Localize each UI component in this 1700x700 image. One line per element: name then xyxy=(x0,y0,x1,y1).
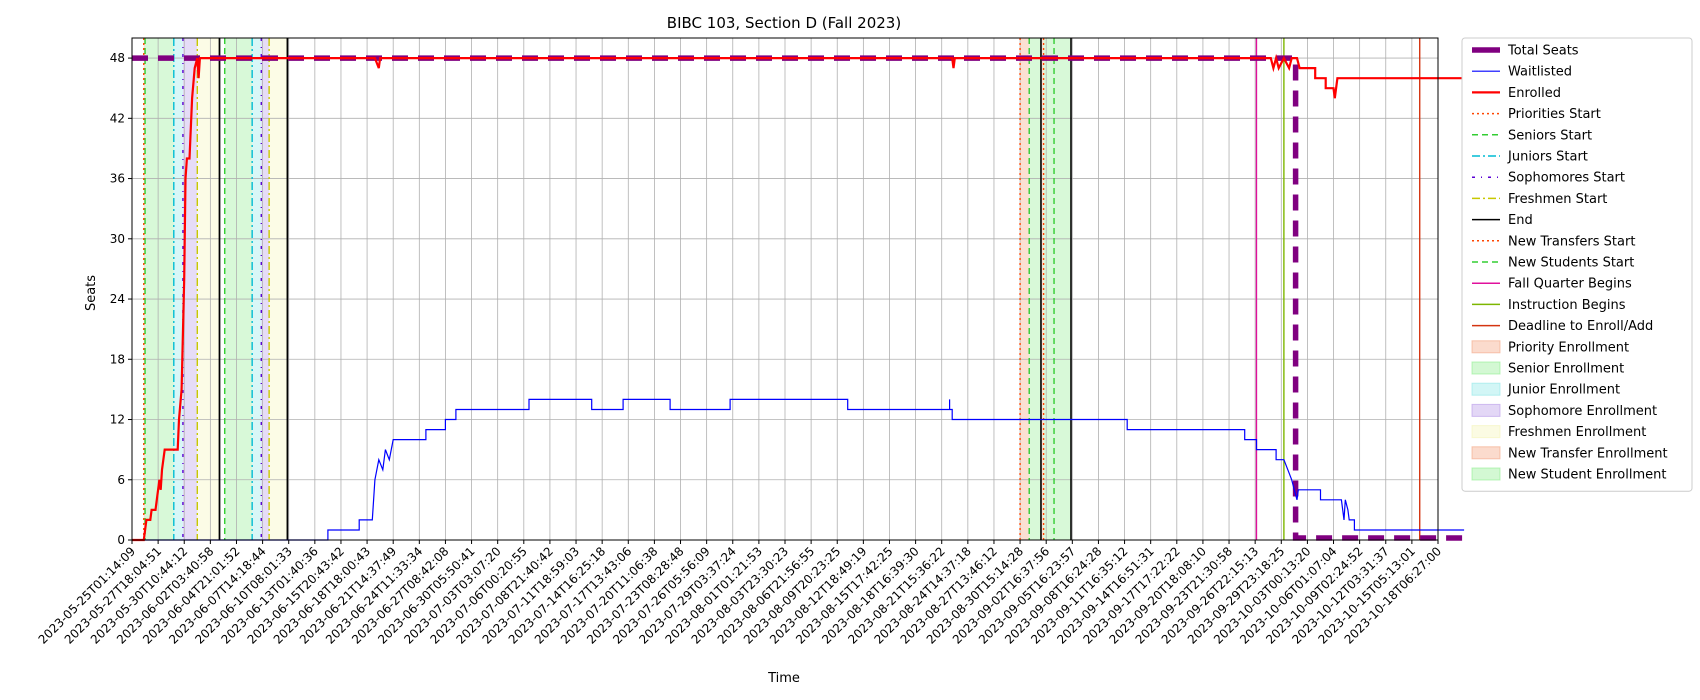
chart-title: BIBC 103, Section D (Fall 2023) xyxy=(667,14,901,32)
legend-swatch xyxy=(1471,446,1501,460)
legend-label: Instruction Begins xyxy=(1508,298,1626,313)
shade-0-1 xyxy=(1020,38,1030,540)
legend-label: Freshmen Enrollment xyxy=(1508,425,1646,440)
y-axis-label: Seats xyxy=(84,275,99,311)
series-line-1 xyxy=(132,398,1465,541)
shade-2-1 xyxy=(252,38,262,540)
shade-6-1 xyxy=(1043,38,1072,540)
legend-label: Fall Quarter Begins xyxy=(1508,277,1632,292)
legend-label: Senior Enrollment xyxy=(1508,362,1624,377)
legend-label: Enrolled xyxy=(1508,86,1561,101)
legend-label: Freshmen Start xyxy=(1508,192,1607,207)
x-axis-label: Time xyxy=(767,671,800,686)
legend-label: Seniors Start xyxy=(1508,128,1592,143)
y-tick-label: 24 xyxy=(110,292,125,306)
y-tick-label: 6 xyxy=(117,473,125,487)
shade-5-0 xyxy=(1040,38,1044,540)
shade-3-0 xyxy=(182,38,198,540)
legend-box xyxy=(1461,37,1693,492)
plot-area: 06121824303642482023-05-25T01:14:092023-… xyxy=(36,37,1465,647)
shade-1-1 xyxy=(224,38,253,540)
series-line-2 xyxy=(132,53,1465,542)
shade-2-0 xyxy=(173,38,183,540)
legend-label: New Transfers Start xyxy=(1508,234,1635,249)
shade-3-1 xyxy=(261,38,270,540)
y-tick-label: 18 xyxy=(110,352,125,366)
legend-swatch xyxy=(1471,361,1501,375)
shade-4-0 xyxy=(197,38,220,540)
legend-label: New Transfer Enrollment xyxy=(1508,446,1668,461)
legend-label: Sophomore Enrollment xyxy=(1508,404,1657,419)
y-tick-label: 0 xyxy=(117,533,125,547)
legend-label: Waitlisted xyxy=(1508,65,1572,80)
legend-label: New Student Enrollment xyxy=(1508,468,1666,483)
y-tick-label: 12 xyxy=(110,413,125,427)
y-tick-label: 30 xyxy=(110,232,125,246)
legend-swatch xyxy=(1471,382,1501,396)
shade-4-1 xyxy=(269,38,288,540)
legend-label: Priorities Start xyxy=(1508,107,1601,122)
y-tick-label: 36 xyxy=(110,172,125,186)
legend-label: Deadline to Enroll/Add xyxy=(1508,319,1653,334)
legend-label: Priority Enrollment xyxy=(1508,340,1629,355)
shade-1-0 xyxy=(145,38,174,540)
legend-label: Sophomores Start xyxy=(1508,171,1625,186)
legend-label: New Students Start xyxy=(1508,256,1634,271)
shade-6-0 xyxy=(1029,38,1041,540)
legend-swatch xyxy=(1471,467,1501,481)
legend-swatch xyxy=(1471,340,1501,354)
legend-swatch xyxy=(1471,403,1501,417)
y-tick-label: 48 xyxy=(110,51,125,65)
legend-label: End xyxy=(1508,213,1533,228)
legend-swatch xyxy=(1471,425,1501,439)
series-line-0 xyxy=(132,55,1465,541)
legend: Total Seats Waitlisted Enrolled Priorities … xyxy=(1461,37,1693,492)
legend-label: Junior Enrollment xyxy=(1507,383,1620,398)
legend-label: Juniors Start xyxy=(1507,150,1588,165)
legend-label: Total Seats xyxy=(1507,44,1579,59)
y-tick-label: 42 xyxy=(110,111,125,125)
